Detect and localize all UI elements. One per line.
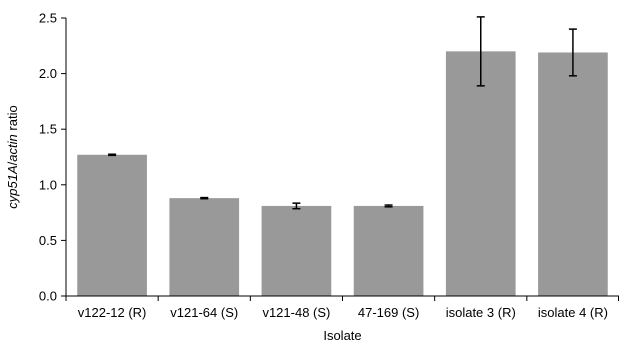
y-tick-label: 0.5 xyxy=(39,233,57,248)
x-ticks-group: v122-12 (R) v121-64 (S) v121-48 (S) 47-169 … xyxy=(65,296,619,320)
y-tick-label: 2.5 xyxy=(39,11,57,26)
x-tick-label: v121-64 (S) xyxy=(170,305,238,320)
bar xyxy=(261,205,332,296)
x-tick-label: v121-48 (S) xyxy=(262,305,330,320)
y-ticks-group: 0.0 0.5 1.0 1.5 2.0 2.5 xyxy=(39,11,66,304)
x-tick-label: v122-12 (R) xyxy=(78,305,147,320)
bar xyxy=(169,198,240,296)
error-bars-group xyxy=(108,16,577,210)
bars-group xyxy=(77,51,608,296)
x-axis-title: Isolate xyxy=(323,328,361,343)
y-axis-title-part: actin xyxy=(5,134,20,161)
bar xyxy=(538,52,608,296)
x-tick-label: isolate 4 (R) xyxy=(538,305,608,320)
bar xyxy=(77,154,147,296)
y-axis-title-part: / xyxy=(5,161,20,165)
y-axis-title-part: cyp51A xyxy=(5,165,20,208)
y-tick-label: 0.0 xyxy=(39,289,57,304)
y-tick-label: 2.0 xyxy=(39,66,57,81)
y-axis-title: cyp51A/actin ratio xyxy=(5,105,20,208)
x-tick-label: 47-169 (S) xyxy=(358,305,419,320)
x-tick-label: isolate 3 (R) xyxy=(446,305,516,320)
bar xyxy=(445,51,516,296)
y-tick-label: 1.0 xyxy=(39,177,57,192)
bar xyxy=(353,205,424,296)
y-tick-label: 1.5 xyxy=(39,122,57,137)
y-axis-title-part: ratio xyxy=(5,105,20,134)
